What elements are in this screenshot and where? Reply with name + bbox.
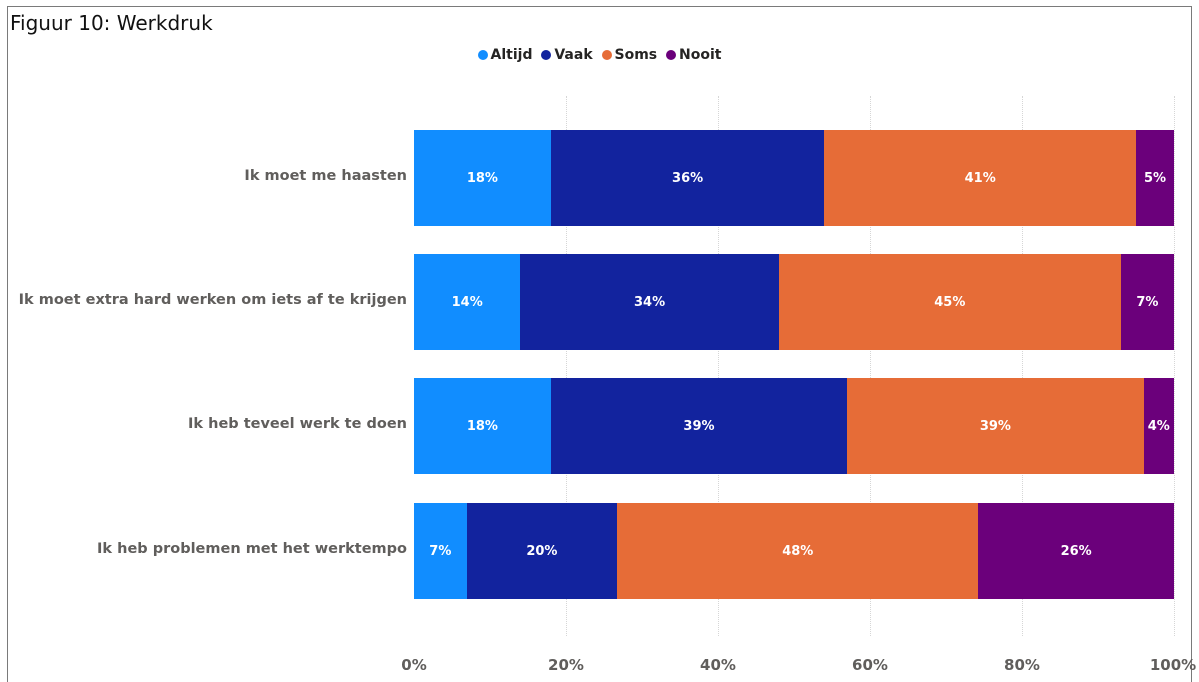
data-label: 39% <box>979 418 1011 434</box>
legend-dot-altijd <box>477 50 488 60</box>
stacked-bar: 18% 36% 41% 5% <box>414 130 1174 226</box>
data-label: 7% <box>429 543 452 559</box>
legend-item-altijd[interactable]: Altijd <box>477 47 533 63</box>
x-tick-label: 80% <box>1004 656 1040 674</box>
data-label: 48% <box>782 543 814 559</box>
legend: Altijd Vaak Soms Nooit <box>0 47 1199 63</box>
data-label: 5% <box>1143 170 1167 186</box>
legend-label-vaak: Vaak <box>554 47 593 63</box>
figure-title: Figuur 10: Werkdruk <box>10 11 213 35</box>
stacked-bar: 14% 34% 45% 7% <box>414 254 1174 350</box>
x-gridline <box>718 96 719 636</box>
legend-dot-vaak <box>541 50 552 60</box>
legend-dot-nooit <box>666 50 677 60</box>
data-label: 39% <box>683 418 715 434</box>
bar-segment-vaak[interactable]: 34% <box>520 254 779 350</box>
bar-segment-nooit[interactable]: 7% <box>1120 254 1174 350</box>
data-label: 26% <box>1060 543 1092 559</box>
legend-item-vaak[interactable]: Vaak <box>541 47 593 63</box>
x-tick-label: 20% <box>548 656 584 674</box>
x-gridline <box>1022 96 1023 636</box>
bar-segment-altijd[interactable]: 18% <box>414 378 551 474</box>
x-tick-label: 100% <box>1149 656 1197 674</box>
bar-segment-altijd[interactable]: 18% <box>414 130 551 226</box>
bar-segment-altijd[interactable]: 14% <box>414 254 521 350</box>
legend-item-nooit[interactable]: Nooit <box>666 47 721 63</box>
bar-segment-vaak[interactable]: 39% <box>550 378 848 474</box>
x-gridline <box>566 96 567 636</box>
stacked-bar: 7% 20% 48% 26% <box>414 503 1174 599</box>
category-label: Ik moet me haasten <box>244 168 407 184</box>
data-label: 34% <box>634 294 666 310</box>
bar-segment-nooit[interactable]: 4% <box>1143 378 1174 474</box>
bar-segment-vaak[interactable]: 20% <box>466 503 618 599</box>
x-gridline <box>1174 96 1175 636</box>
bar-segment-altijd[interactable]: 7% <box>414 503 467 599</box>
bar-segment-soms[interactable]: 45% <box>778 254 1121 350</box>
bar-segment-nooit[interactable]: 26% <box>978 503 1174 599</box>
data-label: 18% <box>466 170 498 186</box>
data-label: 45% <box>934 294 966 310</box>
data-label: 14% <box>451 294 483 310</box>
category-label: Ik heb teveel werk te doen <box>188 416 407 432</box>
data-label: 4% <box>1147 418 1170 434</box>
bar-segment-nooit[interactable]: 5% <box>1136 130 1174 226</box>
x-gridline <box>870 96 871 636</box>
bar-segment-soms[interactable]: 48% <box>617 503 979 599</box>
bar-segment-soms[interactable]: 41% <box>824 130 1136 226</box>
data-label: 18% <box>466 418 498 434</box>
bar-segment-vaak[interactable]: 36% <box>550 130 825 226</box>
legend-item-soms[interactable]: Soms <box>601 47 658 63</box>
category-label: Ik moet extra hard werken om iets af te … <box>18 292 407 308</box>
x-tick-label: 40% <box>700 656 736 674</box>
legend-label-soms: Soms <box>614 47 658 63</box>
legend-label-altijd: Altijd <box>490 47 533 63</box>
data-label: 7% <box>1136 294 1159 310</box>
bar-segment-soms[interactable]: 39% <box>847 378 1144 474</box>
data-label: 36% <box>672 170 704 186</box>
x-tick-label: 0% <box>401 656 427 674</box>
x-tick-label: 60% <box>852 656 888 674</box>
legend-dot-soms <box>601 50 612 60</box>
category-label: Ik heb problemen met het werktempo <box>97 541 407 557</box>
data-label: 20% <box>526 543 558 559</box>
data-label: 41% <box>964 170 996 186</box>
chart-frame <box>7 6 1192 682</box>
stacked-bar: 18% 39% 39% 4% <box>414 378 1174 474</box>
legend-label-nooit: Nooit <box>679 47 722 63</box>
